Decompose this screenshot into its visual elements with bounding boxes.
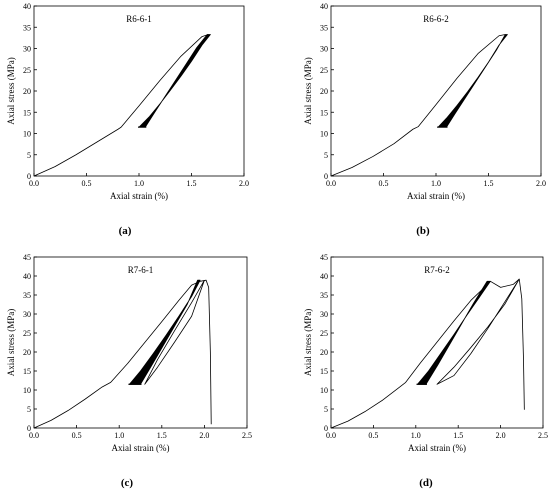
y-tick-label: 40 — [320, 272, 328, 281]
y-tick-label: 5 — [324, 151, 328, 160]
series-cyclic-band — [138, 34, 211, 128]
x-axis-label: Axial strain (%) — [112, 443, 170, 453]
y-tick-label: 0 — [324, 424, 328, 433]
x-tick-label: 1.0 — [431, 179, 441, 188]
panel-caption: (a) — [119, 225, 132, 237]
chart-panel-4: 0.0 0.5 1.0 1.5 2.0 2.5 0 5 10 15 20 25 30 35 40 45 Axia… — [303, 253, 548, 453]
chart-title: R7-6-2 — [424, 265, 450, 275]
x-tick-label: 0.0 — [326, 179, 336, 188]
y-axis-label: Axial stress (MPa) — [6, 57, 16, 125]
plot-frame — [33, 5, 245, 177]
y-tick-label: 10 — [320, 130, 328, 139]
chart-panel-1: 0.0 0.5 1.0 1.5 2.0 0 5 10 15 20 25 30 35 40 Axial str… — [6, 2, 249, 201]
y-tick-label: 10 — [23, 130, 31, 139]
y-tick-label: 30 — [23, 310, 31, 319]
y-tick-label: 35 — [23, 291, 31, 300]
x-tick-label: 0.0 — [29, 179, 39, 188]
x-tick-label: 1.5 — [453, 431, 463, 440]
y-axis-label: Axial stress (MPa) — [303, 57, 313, 125]
y-tick-label: 5 — [27, 151, 31, 160]
x-tick-label: 2.0 — [496, 431, 506, 440]
x-tick-label: 0.5 — [368, 431, 378, 440]
y-tick-label: 40 — [23, 2, 31, 11]
chart-title: R6-6-2 — [423, 14, 449, 24]
series-unload-reload-loop — [436, 278, 520, 385]
y-tick-label: 45 — [320, 253, 328, 262]
y-tick-label: 0 — [324, 172, 328, 181]
x-tick-label: 1.0 — [114, 431, 124, 440]
y-tick-label: 5 — [27, 405, 31, 414]
y-tick-label: 15 — [23, 367, 31, 376]
plot-frame — [330, 5, 542, 177]
x-tick-label: 0.0 — [326, 431, 336, 440]
y-tick-label: 5 — [324, 405, 328, 414]
x-tick-label: 0.5 — [379, 179, 389, 188]
y-tick-label: 15 — [320, 108, 328, 117]
chart-title: R6-6-1 — [126, 14, 152, 24]
series-loading-curve — [33, 34, 209, 177]
series-unload-reload-loop — [144, 279, 205, 385]
y-tick-label: 0 — [27, 424, 31, 433]
y-tick-label: 45 — [23, 253, 31, 262]
y-tick-label: 25 — [23, 66, 31, 75]
x-tick-label: 2.0 — [239, 179, 249, 188]
y-tick-label: 10 — [23, 386, 31, 395]
y-tick-label: 35 — [23, 23, 31, 32]
y-tick-label: 20 — [320, 87, 328, 96]
x-axis-label: Axial strain (%) — [408, 443, 466, 453]
x-tick-label: 1.5 — [484, 179, 494, 188]
x-tick-label: 0.0 — [29, 431, 39, 440]
y-tick-label: 20 — [23, 87, 31, 96]
y-tick-label: 30 — [23, 45, 31, 54]
x-tick-label: 2.5 — [242, 431, 252, 440]
y-tick-label: 25 — [320, 66, 328, 75]
series-cyclic-band — [417, 280, 491, 385]
chart-panel-3: 0.0 0.5 1.0 1.5 2.0 2.5 0 5 10 15 20 25 30 35 40 45 Axia… — [6, 253, 252, 453]
y-tick-label: 40 — [320, 2, 328, 11]
x-tick-label: 1.0 — [134, 179, 144, 188]
y-tick-label: 15 — [23, 108, 31, 117]
x-tick-label: 2.0 — [536, 179, 546, 188]
y-tick-label: 25 — [23, 329, 31, 338]
y-tick-label: 0 — [27, 172, 31, 181]
y-tick-label: 10 — [320, 386, 328, 395]
y-tick-label: 30 — [320, 45, 328, 54]
chart-title: R7-6-1 — [128, 265, 154, 275]
plot-frame — [33, 256, 248, 429]
y-tick-label: 35 — [320, 23, 328, 32]
panel-caption: (b) — [416, 225, 430, 237]
y-tick-label: 40 — [23, 272, 31, 281]
x-tick-label: 1.0 — [411, 431, 421, 440]
series-loading-curve — [330, 34, 506, 177]
x-tick-label: 1.5 — [157, 431, 167, 440]
plot-frame — [330, 256, 544, 429]
x-tick-label: 0.5 — [72, 431, 82, 440]
x-tick-label: 0.5 — [82, 179, 92, 188]
panel-caption: (c) — [121, 477, 134, 489]
x-tick-label: 2.0 — [199, 431, 209, 440]
series-loading-curve — [33, 279, 212, 429]
chart-panel-2: 0.0 0.5 1.0 1.5 2.0 0 5 10 15 20 25 30 35 40 Axial str… — [303, 2, 546, 201]
x-tick-label: 2.5 — [538, 431, 548, 440]
y-tick-label: 25 — [320, 329, 328, 338]
x-axis-label: Axial strain (%) — [407, 191, 465, 201]
y-axis-label: Axial stress (MPa) — [6, 309, 16, 377]
y-axis-label: Axial stress (MPa) — [303, 309, 313, 377]
y-tick-label: 30 — [320, 310, 328, 319]
y-tick-label: 20 — [23, 348, 31, 357]
y-tick-label: 35 — [320, 291, 328, 300]
x-tick-label: 1.5 — [187, 179, 197, 188]
y-tick-label: 20 — [320, 348, 328, 357]
x-axis-label: Axial strain (%) — [110, 191, 168, 201]
series-cyclic-band — [129, 279, 201, 385]
series-loading-curve — [330, 278, 525, 429]
y-tick-label: 15 — [320, 367, 328, 376]
series-cyclic-band — [437, 34, 508, 128]
panel-caption: (d) — [419, 477, 433, 489]
